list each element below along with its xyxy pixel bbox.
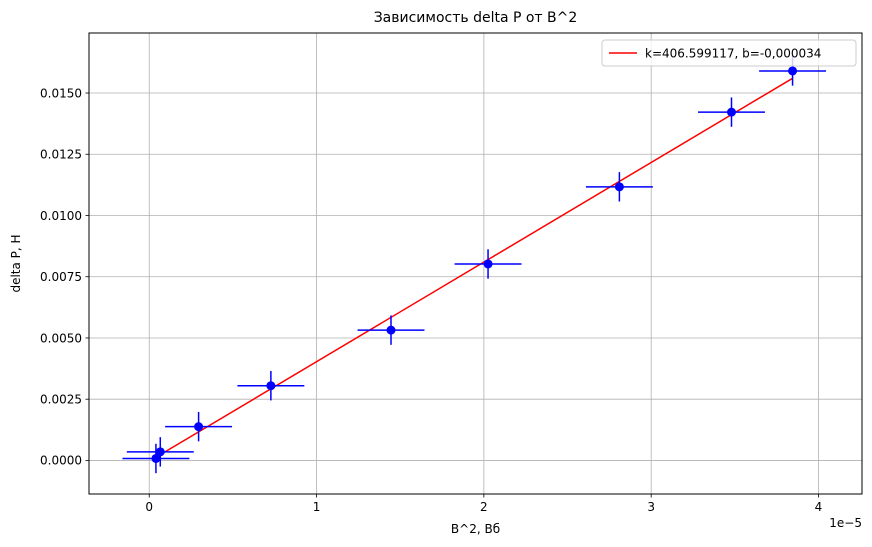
y-tick-label: 0.0050 <box>40 331 82 345</box>
grid-lines <box>89 33 862 494</box>
legend-box <box>601 39 857 67</box>
data-point <box>266 381 276 391</box>
plot-frame <box>88 32 863 495</box>
data-point <box>155 447 165 457</box>
x-tick-label: 4 <box>815 500 823 514</box>
x-offset-label: 1e−5 <box>829 516 862 530</box>
y-tick-label: 0.0025 <box>40 393 82 407</box>
y-tick-label: 0.0100 <box>40 209 82 223</box>
y-tick-label: 0.0000 <box>40 454 82 468</box>
y-axis-ticks: 0.0000 0.0025 0.0050 0.0075 0.0100 0.0125 0.01… <box>40 86 89 468</box>
x-tick-label: 1 <box>313 500 321 514</box>
data-point <box>386 325 396 335</box>
data-point <box>726 107 736 117</box>
y-axis-label: delta P, Н <box>9 234 23 292</box>
legend: k=406.599117, b=-0,000034 <box>601 39 857 67</box>
data-point <box>788 66 798 76</box>
data-point <box>483 259 493 269</box>
data-point <box>614 182 624 192</box>
x-axis-ticks: 0 1 2 3 4 <box>145 494 822 514</box>
fit-line-group <box>155 77 793 458</box>
x-tick-label: 3 <box>647 500 655 514</box>
data-point <box>194 422 204 432</box>
legend-label-fit-line: k=406.599117, b=-0,000034 <box>645 47 821 61</box>
data-points <box>151 66 798 463</box>
x-tick-label: 0 <box>145 500 153 514</box>
y-tick-label: 0.0075 <box>40 270 82 284</box>
x-axis-label: B^2, Вб <box>451 522 500 536</box>
x-tick-label: 2 <box>480 500 488 514</box>
y-tick-label: 0.0150 <box>40 86 82 100</box>
fit-line <box>155 77 793 458</box>
chart-title: Зависимость delta P от B^2 <box>374 10 578 26</box>
y-tick-label: 0.0125 <box>40 148 82 162</box>
data-point <box>151 453 161 463</box>
